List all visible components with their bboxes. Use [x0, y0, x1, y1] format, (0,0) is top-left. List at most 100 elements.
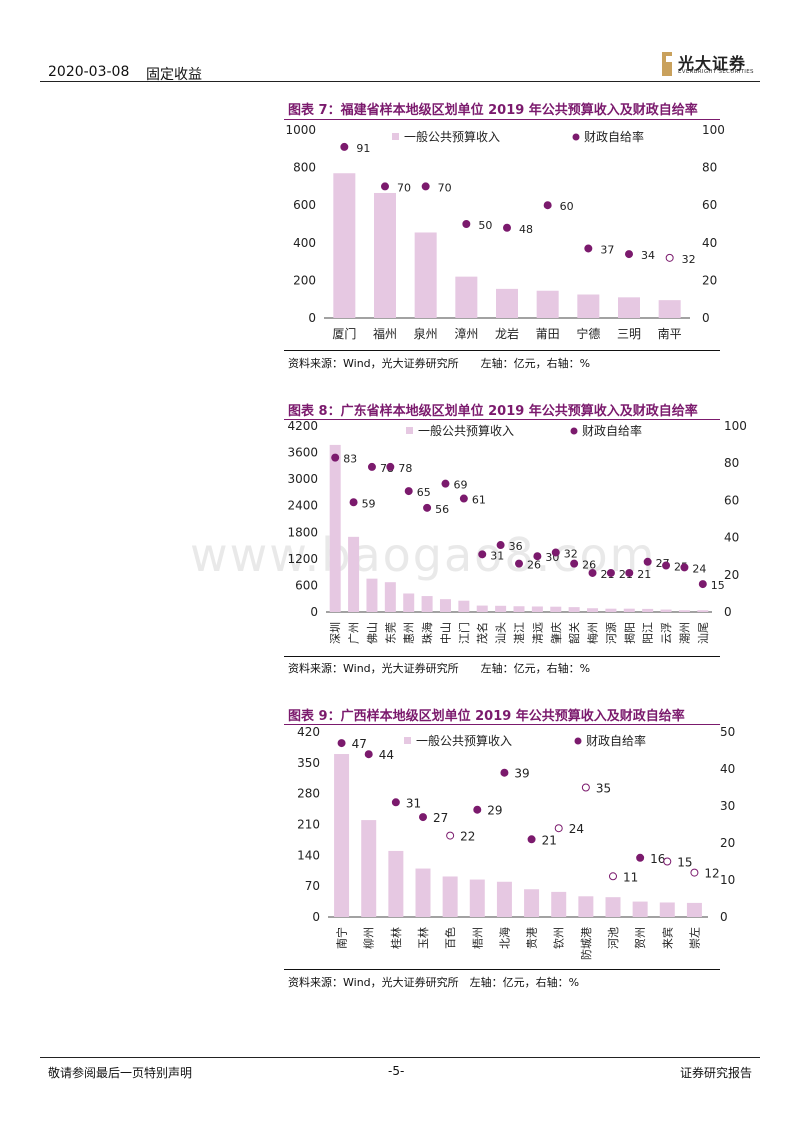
right-axis-tick-label: 50	[720, 725, 735, 739]
right-axis-tick-label: 40	[724, 531, 739, 545]
bar	[531, 606, 543, 612]
data-point	[690, 868, 699, 877]
left-axis-tick-label: 3000	[287, 472, 318, 486]
bar	[550, 606, 562, 612]
data-point	[446, 831, 455, 840]
bar	[658, 300, 681, 318]
figure-9-title-rule	[284, 724, 720, 725]
legend-bar-label: 一般公共预算收入	[418, 423, 514, 438]
data-point	[391, 798, 400, 807]
bar	[374, 192, 396, 318]
data-point	[581, 783, 590, 792]
legend-dot-label: 财政自给率	[582, 423, 642, 438]
category-label: 泉州	[414, 327, 438, 341]
category-label: 厦门	[332, 326, 356, 341]
data-label: 32	[682, 253, 696, 266]
data-point	[423, 503, 432, 512]
category-label: 河源	[604, 622, 618, 644]
right-axis-tick-label: 20	[724, 568, 739, 582]
category-label: 桂林	[389, 927, 403, 949]
category-label: 揭阳	[622, 622, 636, 644]
left-axis-tick-label: 600	[293, 198, 316, 212]
data-label: 15	[711, 579, 725, 592]
figure-9-source: 资料来源：Wind，光大证券研究所 左轴：亿元，右轴：%	[288, 976, 580, 989]
data-point	[331, 453, 340, 462]
logo-english: EVERBRIGHT SECURITIES	[678, 69, 754, 75]
bar	[421, 596, 433, 612]
category-label: 南宁	[335, 927, 349, 949]
bar	[476, 605, 488, 612]
category-label: 韶关	[567, 622, 581, 644]
data-point	[680, 563, 689, 572]
category-label: 柳州	[362, 927, 376, 949]
company-logo: 光大证券 EVERBRIGHT SECURITIES	[662, 50, 758, 82]
category-label: 江门	[457, 622, 471, 644]
figure-8-title-rule	[284, 419, 720, 420]
data-label: 26	[582, 559, 596, 572]
right-axis-tick-label: 0	[724, 605, 732, 619]
data-label: 12	[704, 867, 719, 881]
legend-bar-label: 一般公共预算收入	[416, 733, 512, 748]
left-axis-tick-label: 2400	[287, 499, 318, 513]
data-point	[665, 253, 674, 262]
category-label: 清远	[531, 622, 544, 644]
left-axis-tick-label: 0	[308, 311, 316, 325]
category-label: 贵港	[526, 927, 539, 949]
category-label: 茂名	[475, 622, 489, 644]
category-label: 南平	[658, 326, 682, 341]
data-point	[459, 494, 468, 503]
bar	[513, 606, 525, 612]
category-label: 梅州	[586, 622, 600, 644]
left-axis-tick-label: 400	[293, 236, 316, 250]
data-label: 39	[514, 767, 529, 781]
data-label: 61	[472, 494, 486, 507]
data-label: 22	[460, 830, 475, 844]
right-axis-tick-label: 40	[702, 236, 717, 250]
data-point	[381, 182, 389, 191]
category-label: 汕尾	[697, 622, 710, 644]
bar	[333, 173, 356, 318]
footer-disclaimer: 敬请参阅最后一页特别声明	[48, 1066, 193, 1080]
figure-8-source: 资料来源：Wind，光大证券研究所 左轴：亿元，右轴：%	[288, 662, 591, 675]
category-label: 来宾	[660, 927, 674, 949]
right-axis-tick-label: 20	[720, 836, 735, 850]
bar	[384, 582, 396, 612]
bar	[496, 288, 518, 318]
category-label: 肇庆	[549, 622, 563, 644]
data-label: 32	[564, 547, 578, 560]
data-label: 59	[362, 497, 376, 510]
header-divider	[40, 81, 760, 82]
data-label: 21	[542, 833, 557, 847]
bar	[388, 850, 404, 917]
bar	[348, 536, 360, 612]
figure-9-chart: 0 70 140 210 280 350 420 0 10 20 30 40 50 南宁 柳州 桂林 玉林 百色梧…	[297, 725, 735, 960]
category-label: 云浮	[660, 622, 673, 644]
data-label: 47	[352, 737, 367, 751]
left-axis-tick-label: 800	[293, 161, 316, 175]
right-axis-tick-label: 0	[720, 910, 728, 924]
data-label: 27	[433, 811, 448, 825]
bar	[414, 232, 437, 318]
left-axis-tick-label: 600	[295, 578, 318, 592]
data-label: 69	[453, 479, 467, 492]
data-label: 29	[487, 804, 502, 818]
bar	[632, 901, 648, 917]
bar	[578, 896, 594, 917]
data-label: 15	[677, 856, 692, 870]
category-label: 深圳	[329, 622, 342, 644]
data-point	[636, 853, 645, 862]
legend-dot-swatch	[572, 133, 580, 141]
left-axis-tick-label: 70	[305, 879, 320, 893]
footer-divider	[40, 1057, 760, 1058]
bar	[439, 599, 451, 612]
left-axis-tick-label: 1000	[285, 123, 316, 137]
report-date: 2020-03-08	[48, 64, 130, 80]
right-axis-tick-label: 60	[724, 493, 739, 507]
figure-8-title: 图表 8：广东省样本地级区划单位 2019 年公共预算收入及财政自给率	[288, 404, 698, 419]
bar	[536, 290, 559, 318]
data-label: 21	[637, 568, 651, 581]
data-label: 31	[490, 549, 504, 562]
category-label: 宁德	[576, 326, 600, 341]
data-label: 78	[398, 462, 412, 475]
data-label: 26	[527, 559, 541, 572]
